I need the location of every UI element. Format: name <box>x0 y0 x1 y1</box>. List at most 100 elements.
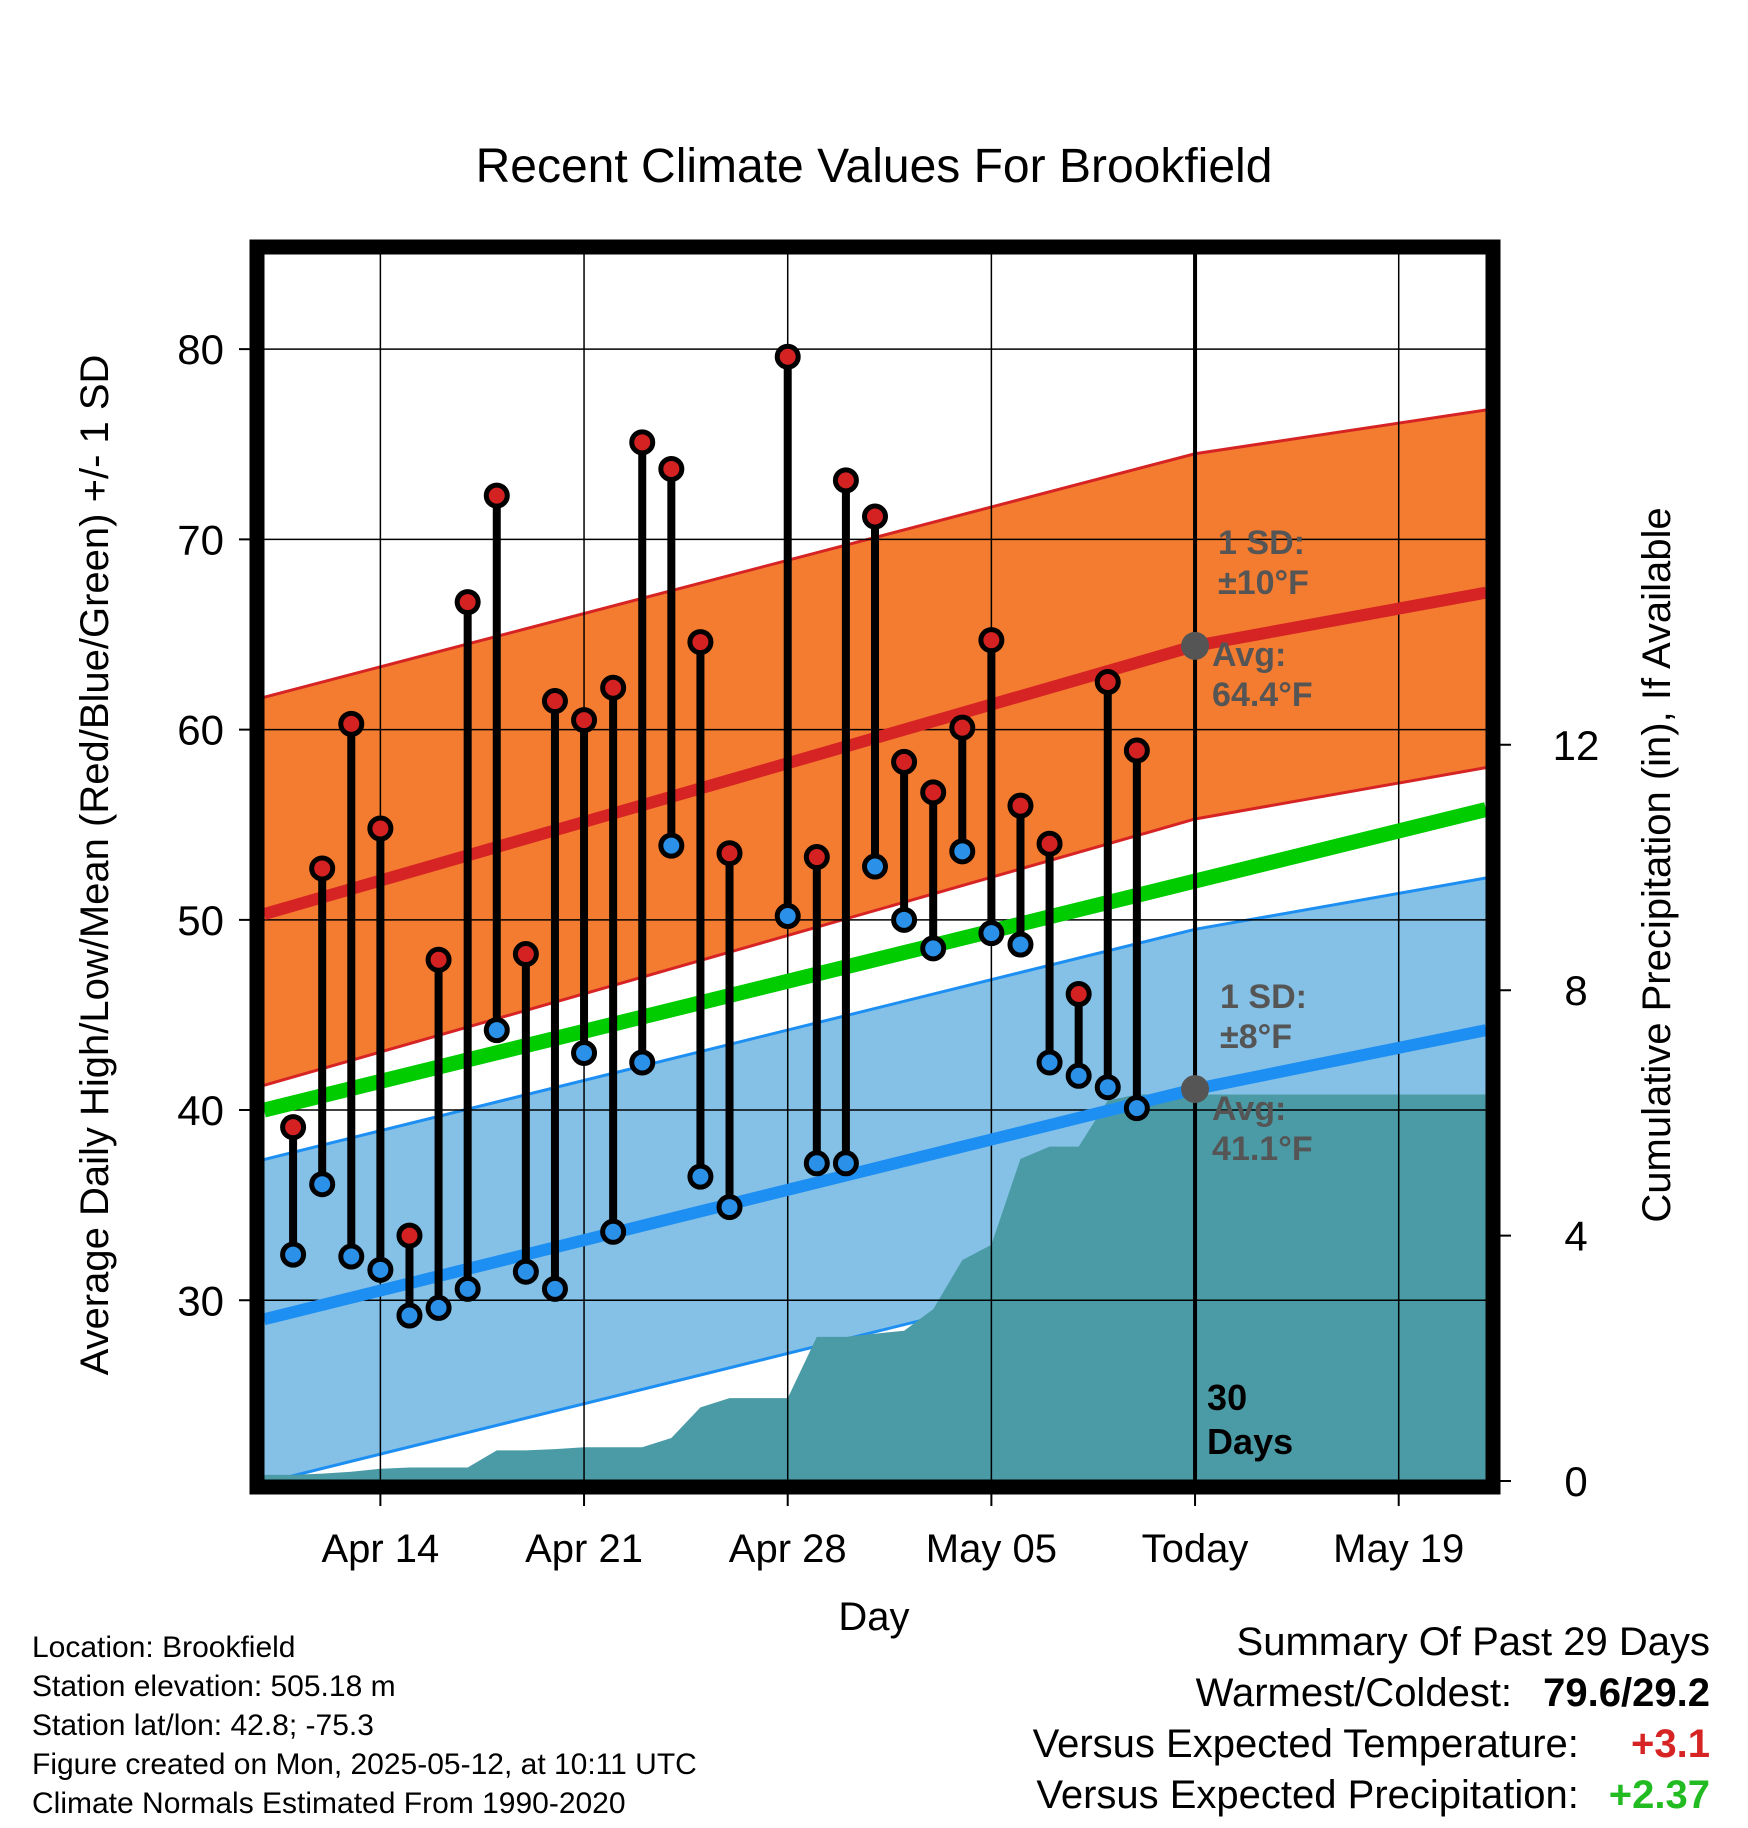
daily-low-marker <box>483 1017 510 1044</box>
daily-low-marker <box>541 1275 568 1302</box>
footer-normals: Climate Normals Estimated From 1990-2020 <box>32 1787 626 1820</box>
footer-latlon: Station lat/lon: 42.8; -75.3 <box>32 1709 374 1742</box>
daily-low-marker <box>454 1275 481 1302</box>
footer-created: Figure created on Mon, 2025-05-12, at 10… <box>32 1748 697 1781</box>
summary-warmest-value: 79.6/29.2 <box>1543 1671 1710 1715</box>
daily-high-marker <box>658 455 685 482</box>
x-tick-label: Apr 14 <box>321 1527 439 1571</box>
daily-low-marker <box>803 1150 830 1177</box>
daily-low-marker <box>891 906 918 933</box>
daily-high-marker <box>862 503 888 530</box>
low-sd-band <box>264 877 1486 1481</box>
daily-low-marker <box>716 1194 743 1221</box>
summary-warmest-label: Warmest/Coldest: <box>1195 1671 1513 1715</box>
daily-high-marker <box>1065 981 1092 1008</box>
daily-low-marker <box>1123 1095 1150 1122</box>
y-tick-label: 80 <box>177 326 224 373</box>
daily-high-marker <box>600 674 627 701</box>
summary-precip-label: Versus Expected Precipitation: <box>1036 1773 1579 1817</box>
y-tick-label: 50 <box>177 897 224 944</box>
y-tick-label: 70 <box>177 516 224 563</box>
plot-frame <box>249 239 1501 1495</box>
daily-low-marker <box>832 1150 859 1177</box>
y2-tick-label: 8 <box>1564 967 1587 1014</box>
daily-high-marker <box>1123 737 1150 764</box>
low-avg-dot <box>1181 1075 1210 1104</box>
daily-high-marker <box>1094 669 1121 696</box>
summary-precipitation: Versus Expected Precipitation: +2.37 <box>1036 1773 1710 1818</box>
daily-high-marker <box>454 589 481 616</box>
x-tick-label: Apr 21 <box>525 1527 643 1571</box>
daily-low-marker <box>658 832 685 859</box>
y2-tick-label: 0 <box>1564 1458 1587 1505</box>
daily-high-marker <box>716 840 743 867</box>
daily-high-marker <box>571 707 598 734</box>
summary-warmest: Warmest/Coldest: 79.6/29.2 <box>1196 1671 1710 1716</box>
y2-axis-label: Cumulative Precipitation (in), If Availa… <box>1635 507 1679 1222</box>
daily-high-marker <box>338 710 365 737</box>
high-avg-annotation: Avg: 64.4°F <box>1212 636 1313 714</box>
high-avg-dot <box>1181 631 1210 660</box>
x-tick-label: May 05 <box>926 1527 1057 1571</box>
daily-low-marker <box>629 1049 656 1076</box>
daily-high-marker <box>425 946 452 973</box>
daily-low-marker <box>687 1163 714 1190</box>
daily-low-marker <box>1007 931 1034 958</box>
daily-low-marker <box>600 1218 627 1245</box>
daily-high-marker <box>309 855 336 882</box>
daily-low-marker <box>1036 1049 1063 1076</box>
summary-heading: Summary Of Past 29 Days <box>1236 1620 1710 1664</box>
daily-low-marker <box>396 1302 423 1329</box>
daily-low-marker <box>920 935 947 962</box>
chart-title: Recent Climate Values For Brookfield <box>476 140 1273 193</box>
summary-temp-label: Versus Expected Temperature: <box>1032 1722 1579 1766</box>
summary-temp-value: +3.1 <box>1631 1722 1710 1766</box>
footer-elevation: Station elevation: 505.18 m <box>32 1670 396 1703</box>
low-avg-annotation: Avg: 41.1°F <box>1212 1090 1313 1168</box>
daily-high-marker <box>949 714 976 741</box>
daily-low-marker <box>1094 1074 1121 1101</box>
daily-high-marker <box>1007 792 1034 819</box>
today-days-label: 30 Days <box>1207 1377 1293 1462</box>
summary-temperature: Versus Expected Temperature: +3.1 <box>1033 1722 1710 1767</box>
high-sd-annotation: 1 SD: ±10°F <box>1218 524 1309 602</box>
daily-high-marker <box>280 1114 307 1141</box>
daily-high-marker <box>483 482 510 509</box>
y2-tick-label: 12 <box>1553 722 1600 769</box>
daily-high-marker <box>512 941 539 968</box>
daily-low-marker <box>1065 1062 1092 1089</box>
daily-high-marker <box>687 629 714 656</box>
daily-high-marker <box>774 343 801 370</box>
daily-high-marker <box>629 429 656 456</box>
x-axis-label: Day <box>838 1595 909 1639</box>
daily-high-marker <box>1036 830 1063 857</box>
daily-low-marker <box>512 1258 539 1285</box>
daily-high-marker <box>891 748 918 775</box>
daily-low-marker <box>774 903 801 930</box>
daily-low-marker <box>309 1171 336 1198</box>
daily-high-marker <box>803 844 830 871</box>
y-axis-label: Average Daily High/Low/Mean (Red/Blue/Gr… <box>73 355 117 1376</box>
daily-low-marker <box>978 920 1005 947</box>
daily-low-marker <box>367 1256 394 1283</box>
daily-low-marker <box>280 1241 307 1268</box>
precip-area <box>264 1094 1486 1481</box>
daily-low-marker <box>862 853 888 880</box>
daily-low-marker <box>949 838 976 865</box>
y-tick-label: 40 <box>177 1087 224 1134</box>
daily-low-marker <box>571 1039 598 1066</box>
low-sd-annotation: 1 SD: ±8°F <box>1220 978 1307 1056</box>
daily-high-marker <box>396 1222 423 1249</box>
y2-tick-label: 4 <box>1564 1213 1587 1260</box>
daily-high-marker <box>920 779 947 806</box>
summary-precip-value: +2.37 <box>1608 1773 1710 1817</box>
y-tick-label: 60 <box>177 707 224 754</box>
x-tick-label: Apr 28 <box>729 1527 847 1571</box>
daily-high-marker <box>367 815 394 842</box>
x-tick-label: Today <box>1142 1527 1249 1571</box>
daily-low-marker <box>338 1243 365 1270</box>
daily-high-marker <box>978 627 1005 654</box>
daily-high-marker <box>541 688 568 715</box>
daily-low-marker <box>425 1294 452 1321</box>
